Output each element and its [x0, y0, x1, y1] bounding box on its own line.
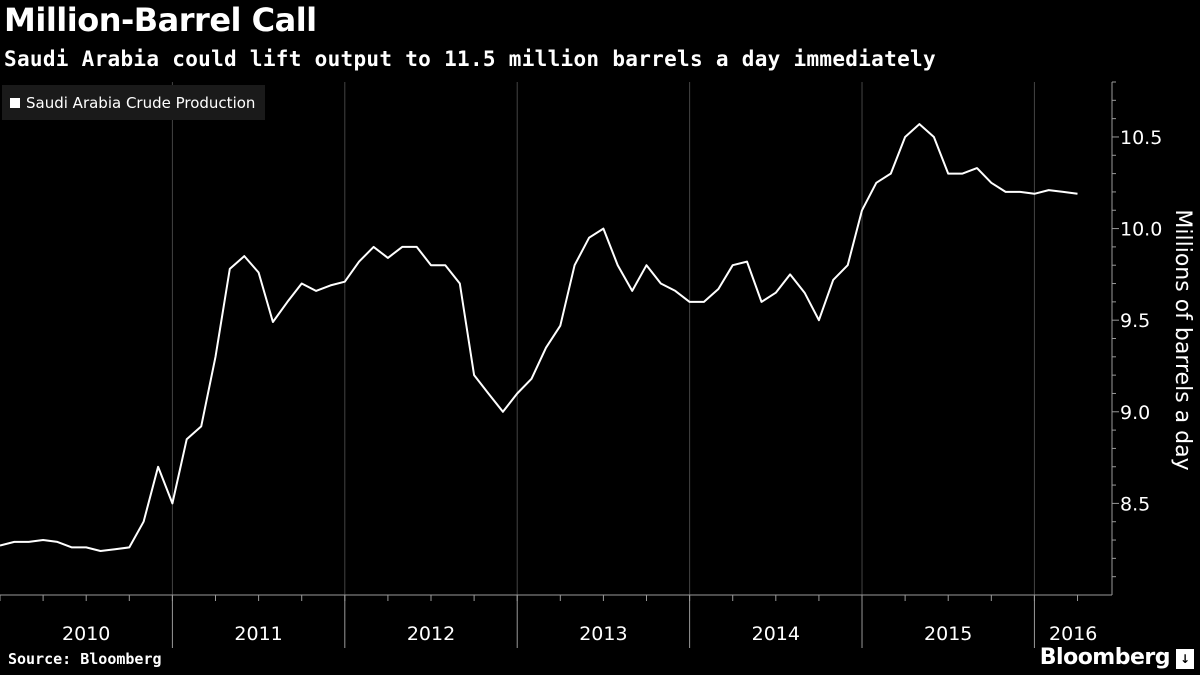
y-axis-label: Millions of barrels a day	[1170, 209, 1195, 470]
y-tick-label: 9.0	[1120, 402, 1150, 424]
x-tick-label: 2012	[407, 623, 455, 645]
x-tick-label: 2013	[579, 623, 627, 645]
x-tick-label: 2016	[1049, 623, 1097, 645]
source-note: Source: Bloomberg	[8, 650, 162, 668]
vertical-gridlines	[171, 82, 1035, 648]
y-axis-ticks: 8.5 9.0 9.5 10.0 10.5	[1112, 81, 1162, 578]
legend-label: Saudi Arabia Crude Production	[26, 93, 256, 112]
brand-logo: Bloomberg	[1039, 645, 1171, 670]
chart-subtitle: Saudi Arabia could lift output to 11.5 m…	[4, 47, 936, 71]
brand-icon: ↓	[1176, 649, 1194, 669]
chart-title: Million-Barrel Call	[4, 1, 317, 39]
legend-swatch	[10, 97, 20, 108]
y-tick-label: 8.5	[1120, 493, 1150, 515]
y-tick-label: 10.0	[1120, 219, 1162, 241]
x-axis-ticks: 2010 2011 2012 2013 2014 2015 2016	[0, 595, 1097, 645]
series-line-saudi-crude-production	[0, 123, 1078, 552]
x-tick-label: 2015	[924, 623, 972, 645]
x-tick-label: 2010	[62, 623, 110, 645]
x-tick-label: 2014	[752, 623, 800, 645]
x-tick-label: 2011	[234, 623, 282, 645]
y-tick-label: 10.5	[1120, 127, 1162, 149]
legend: Saudi Arabia Crude Production	[2, 85, 266, 120]
y-tick-label: 9.5	[1120, 310, 1150, 332]
chart-axes	[0, 82, 1113, 596]
